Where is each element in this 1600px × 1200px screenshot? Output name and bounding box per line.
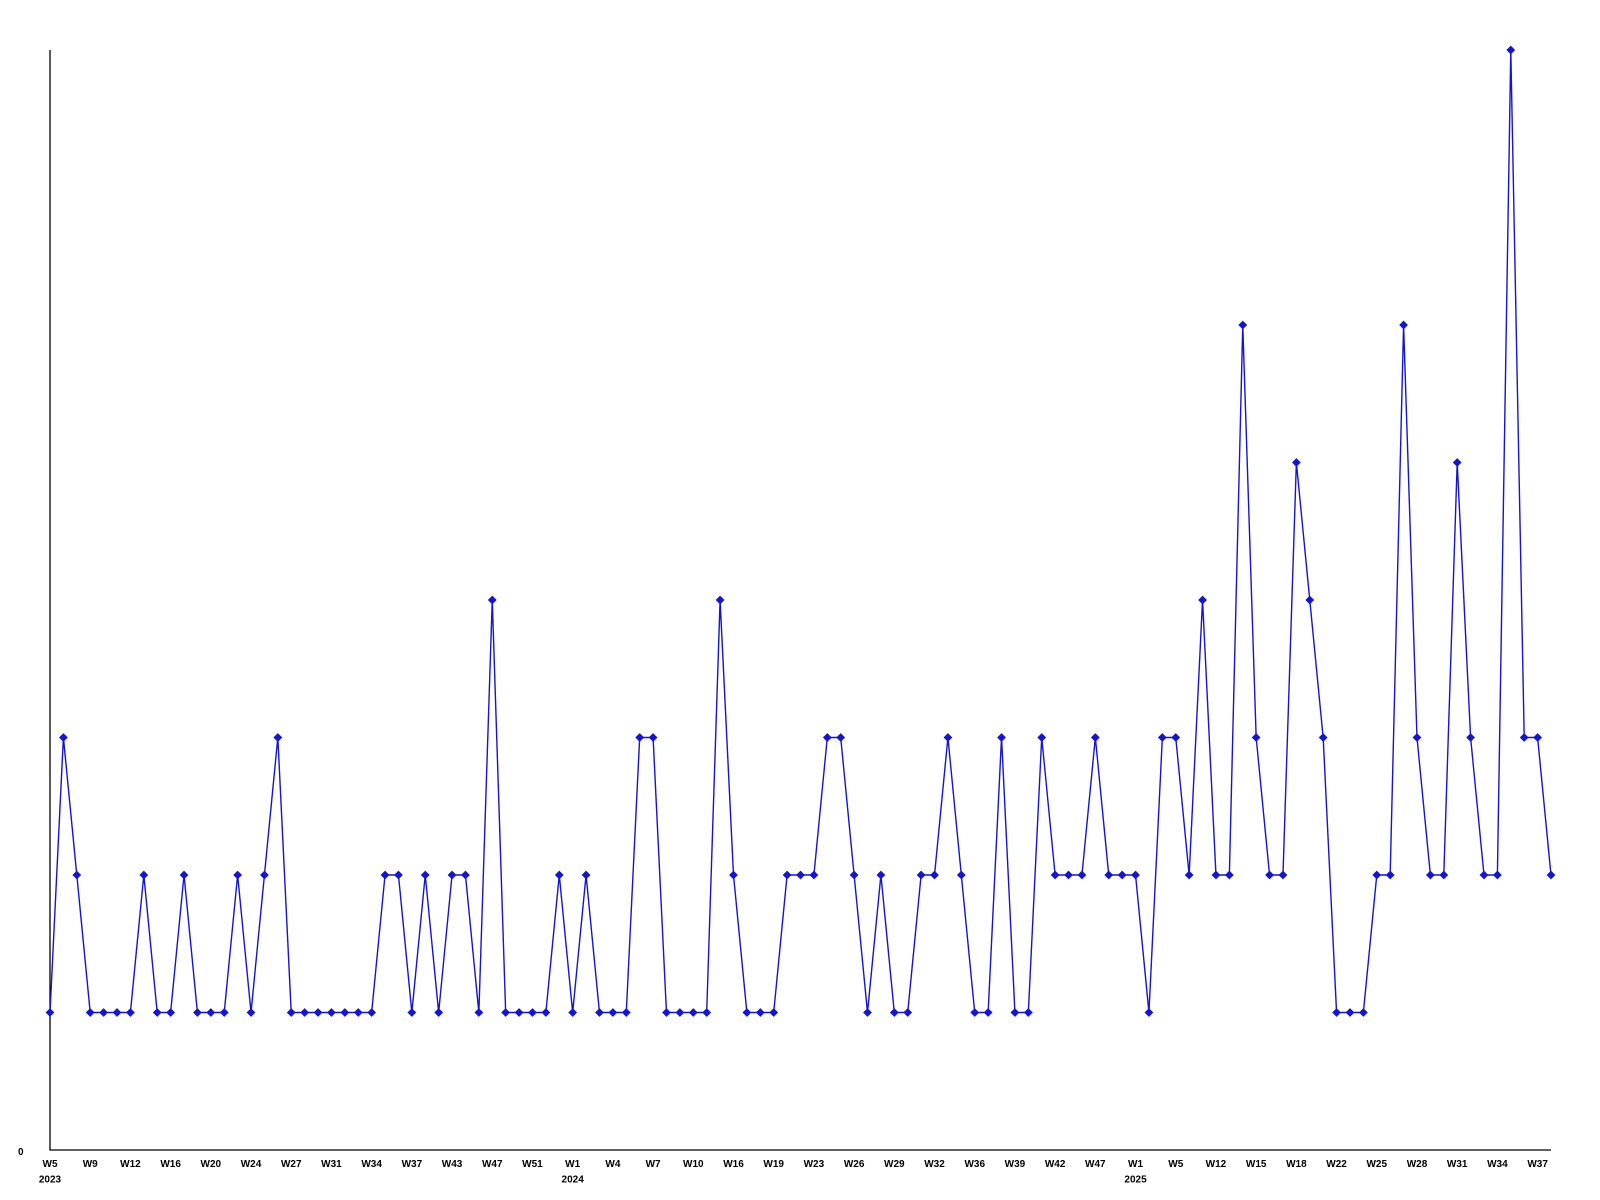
svg-text:W5: W5	[1168, 1159, 1183, 1170]
svg-text:W26: W26	[844, 1159, 865, 1170]
svg-text:W25: W25	[1366, 1159, 1387, 1170]
svg-text:W5: W5	[43, 1159, 58, 1170]
svg-text:W34: W34	[1487, 1159, 1508, 1170]
svg-text:W27: W27	[281, 1159, 302, 1170]
svg-text:2023: 2023	[39, 1175, 62, 1186]
svg-text:W18: W18	[1286, 1159, 1307, 1170]
svg-text:W15: W15	[1246, 1159, 1267, 1170]
svg-text:W36: W36	[964, 1159, 985, 1170]
svg-text:W7: W7	[646, 1159, 661, 1170]
svg-text:W22: W22	[1326, 1159, 1347, 1170]
svg-text:W12: W12	[1206, 1159, 1227, 1170]
svg-text:W47: W47	[482, 1159, 503, 1170]
svg-text:W20: W20	[201, 1159, 222, 1170]
svg-text:W16: W16	[160, 1159, 181, 1170]
svg-text:W37: W37	[1527, 1159, 1548, 1170]
svg-text:W24: W24	[241, 1159, 262, 1170]
svg-text:W10: W10	[683, 1159, 704, 1170]
svg-text:0: 0	[18, 1147, 24, 1158]
svg-text:2024: 2024	[562, 1175, 585, 1186]
svg-text:W34: W34	[361, 1159, 382, 1170]
svg-text:W43: W43	[442, 1159, 463, 1170]
svg-text:W1: W1	[1128, 1159, 1143, 1170]
svg-text:W29: W29	[884, 1159, 905, 1170]
svg-text:W42: W42	[1045, 1159, 1066, 1170]
svg-text:W16: W16	[723, 1159, 744, 1170]
svg-text:W1: W1	[565, 1159, 580, 1170]
svg-text:W12: W12	[120, 1159, 141, 1170]
svg-text:W37: W37	[402, 1159, 423, 1170]
svg-text:W9: W9	[83, 1159, 98, 1170]
svg-text:W32: W32	[924, 1159, 945, 1170]
svg-text:W39: W39	[1005, 1159, 1026, 1170]
svg-text:W47: W47	[1085, 1159, 1106, 1170]
svg-text:W28: W28	[1407, 1159, 1428, 1170]
svg-text:W31: W31	[321, 1159, 342, 1170]
svg-text:W51: W51	[522, 1159, 543, 1170]
svg-text:W31: W31	[1447, 1159, 1468, 1170]
svg-text:W4: W4	[605, 1159, 620, 1170]
svg-text:2025: 2025	[1124, 1175, 1147, 1186]
svg-text:W23: W23	[804, 1159, 825, 1170]
svg-text:W19: W19	[763, 1159, 784, 1170]
